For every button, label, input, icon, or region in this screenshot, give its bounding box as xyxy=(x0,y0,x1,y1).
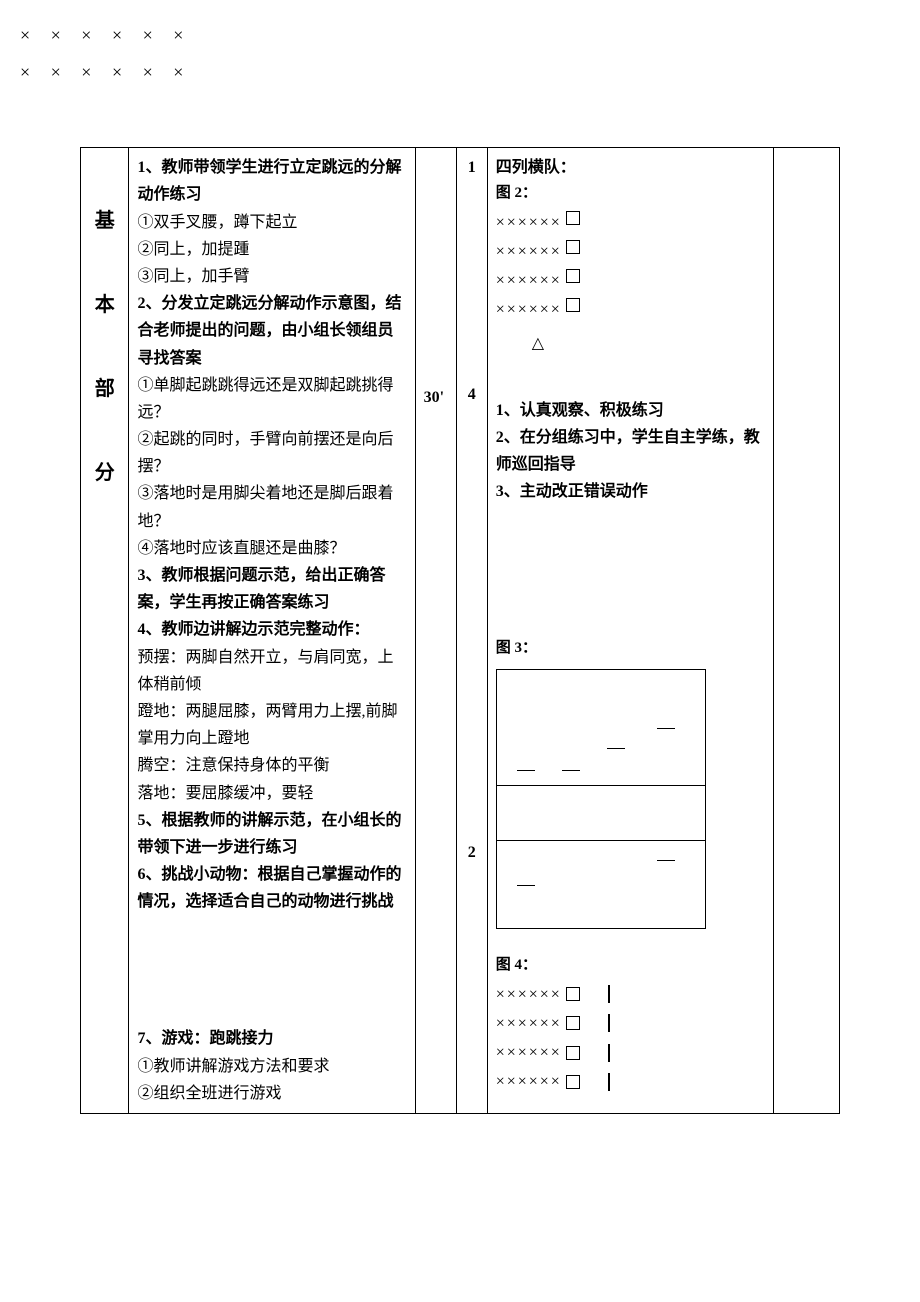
time-cell: 30' xyxy=(415,148,456,1114)
teach-subitem: ③落地时是用脚尖着地还是脚后跟着地？ xyxy=(137,480,406,534)
teach-subitem: ②同上，加提踵 xyxy=(137,236,406,263)
teach-subitem: 蹬地：两腿屈膝，两臂用力上摆,前脚掌用力向上蹬地 xyxy=(137,698,406,752)
teach-subitem: 落地：要屈膝缓冲，要轻 xyxy=(137,780,406,807)
tick-mark-icon xyxy=(608,1014,610,1032)
formation-row: ×××××× xyxy=(496,1010,765,1037)
square-icon xyxy=(566,1016,580,1030)
teach-subitem: ①单脚起跳跳得远还是双脚起跳挑得远？ xyxy=(137,372,406,426)
dash-mark xyxy=(517,885,535,886)
tick-mark-icon xyxy=(608,1044,610,1062)
square-icon xyxy=(566,1075,580,1089)
figure-label: 图 4： xyxy=(496,953,765,979)
section-char: 本 xyxy=(89,288,120,322)
teach-subitem: ②组织全班进行游戏 xyxy=(137,1080,406,1107)
teach-item: 2、分发立定跳远分解动作示意图，结合老师提出的问题，由小组长领组员寻找答案 xyxy=(137,290,406,372)
count-value: 1 xyxy=(465,154,479,181)
formation-row: ×××××× xyxy=(496,267,765,294)
org-point: 1、认真观察、积极练习 xyxy=(496,397,765,424)
formation-row: ×××××× xyxy=(496,238,765,265)
teaching-content-cell: 1、教师带领学生进行立定跳远的分解动作练习 ①双手叉腰，蹲下起立 ②同上，加提踵… xyxy=(129,148,415,1114)
square-icon xyxy=(566,987,580,1001)
triangle-icon: △ xyxy=(532,330,544,357)
section-char: 部 xyxy=(89,372,120,406)
teach-subitem: ④落地时应该直腿还是曲膝？ xyxy=(137,535,406,562)
tick-mark-icon xyxy=(608,1073,610,1091)
time-value: 30' xyxy=(424,384,448,411)
formation-row: ×××××× xyxy=(496,981,765,1008)
empty-cell xyxy=(773,148,839,1114)
count-value: 2 xyxy=(465,839,479,866)
formation-row: ×××××× xyxy=(496,1068,765,1095)
teach-subitem: 预摆：两脚自然开立，与肩同宽，上体稍前倾 xyxy=(137,644,406,698)
org-point: 2、在分组练习中，学生自主学练，教师巡回指导 xyxy=(496,424,765,478)
teach-item: 6、挑战小动物：根据自己掌握动作的情况，选择适合自己的动物进行挑战 xyxy=(137,861,406,915)
lesson-plan-table: 基 本 部 分 1、教师带领学生进行立定跳远的分解动作练习 ①双手叉腰，蹲下起立… xyxy=(80,147,840,1114)
dash-mark xyxy=(657,728,675,729)
teach-item: 1、教师带领学生进行立定跳远的分解动作练习 xyxy=(137,154,406,208)
teach-subitem: ②起跳的同时，手臂向前摆还是向后摆？ xyxy=(137,426,406,480)
section-char: 分 xyxy=(89,456,120,490)
top-marker-row-2: × × × × × × xyxy=(20,57,900,88)
org-point: 3、主动改正错误动作 xyxy=(496,478,765,505)
count-cell: 1 4 2 xyxy=(456,148,487,1114)
teach-item: 5、根据教师的讲解示范，在小组长的带领下进一步进行练习 xyxy=(137,807,406,861)
dash-mark xyxy=(517,770,535,771)
teach-subitem: ③同上，加手臂 xyxy=(137,263,406,290)
figure-3-diagram xyxy=(496,669,706,929)
figure-label: 图 2： xyxy=(496,181,765,207)
square-icon xyxy=(566,298,580,312)
top-marker-row-1: × × × × × × xyxy=(20,20,900,51)
tick-mark-icon xyxy=(608,985,610,1003)
square-icon xyxy=(566,240,580,254)
teach-item: 3、教师根据问题示范，给出正确答案，学生再按正确答案练习 xyxy=(137,562,406,616)
figure-label: 图 3： xyxy=(496,636,765,662)
formation-row: ×××××× xyxy=(496,296,765,323)
dash-mark xyxy=(607,748,625,749)
organization-cell: 四列横队： 图 2： ×××××× ×××××× ×××××× ×××××× △… xyxy=(487,148,773,1114)
square-icon xyxy=(566,211,580,225)
dash-mark xyxy=(657,860,675,861)
section-char: 基 xyxy=(89,204,120,238)
formation-row: ×××××× xyxy=(496,1039,765,1066)
divider-line xyxy=(497,840,705,841)
square-icon xyxy=(566,269,580,283)
divider-line xyxy=(497,785,705,786)
teach-item: 4、教师边讲解边示范完整动作： xyxy=(137,616,406,643)
square-icon xyxy=(566,1046,580,1060)
teach-subitem: ①教师讲解游戏方法和要求 xyxy=(137,1053,406,1080)
teach-subitem: 腾空：注意保持身体的平衡 xyxy=(137,752,406,779)
teach-subitem: ①双手叉腰，蹲下起立 xyxy=(137,209,406,236)
formation-title: 四列横队： xyxy=(496,154,765,181)
teach-item: 7、游戏：跑跳接力 xyxy=(137,1025,406,1052)
dash-mark xyxy=(562,770,580,771)
count-value: 4 xyxy=(465,381,479,408)
formation-row: ×××××× xyxy=(496,209,765,236)
section-label-cell: 基 本 部 分 xyxy=(81,148,129,1114)
